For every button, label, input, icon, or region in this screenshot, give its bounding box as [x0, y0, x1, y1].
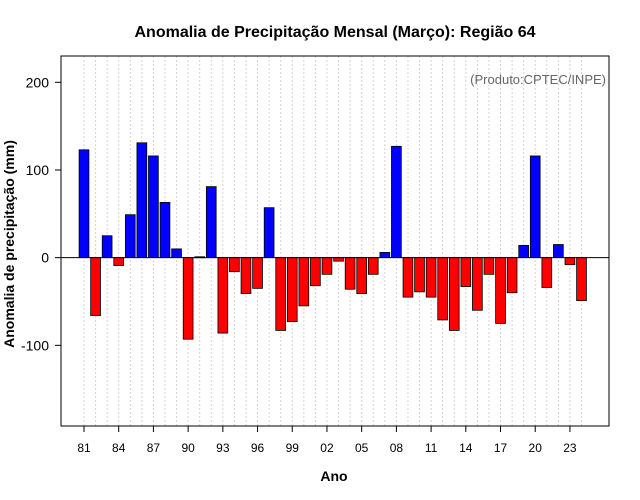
y-tick-label: 0	[41, 250, 49, 266]
x-tick-label: 17	[494, 441, 508, 455]
bar-1986	[136, 142, 148, 259]
bar-1997	[263, 207, 275, 259]
y-tick-label: 100	[26, 162, 50, 178]
x-tick-label: 84	[112, 441, 126, 455]
x-tick-label: 14	[459, 441, 473, 455]
bar-2012	[437, 257, 448, 321]
bar-2003	[333, 257, 344, 262]
bar-1995	[240, 257, 252, 295]
bar-2016	[483, 257, 495, 275]
bar-1985	[124, 214, 136, 259]
y-axis-label: Anomalia de precipitação (mm)	[1, 140, 17, 348]
x-tick-label: 90	[181, 441, 195, 455]
bar-1984	[113, 257, 125, 266]
grid-lines	[83, 56, 583, 426]
x-tick-label: 81	[77, 441, 91, 455]
x-axis-label: Ano	[320, 468, 347, 484]
credit-text: (Produto:CPTEC/INPE)	[470, 72, 606, 87]
bar-2019	[518, 244, 529, 259]
bar-2011	[425, 257, 437, 298]
chart-title: Anomalia de Precipitação Mensal (Março):…	[134, 24, 535, 41]
bar-1990	[182, 257, 194, 340]
plot-frame	[60, 55, 610, 427]
bar-2001	[310, 257, 321, 287]
bar-1999	[286, 257, 298, 323]
x-tick-label: 05	[355, 441, 369, 455]
bar-1988	[159, 202, 171, 259]
y-axis-ticks: -100 0 100 200	[21, 74, 61, 353]
x-tick-label: 02	[320, 441, 334, 455]
bar-1982	[90, 257, 101, 316]
bar-2021	[541, 257, 553, 288]
bar-2002	[321, 257, 333, 275]
bar-1993	[217, 257, 229, 334]
bar-2007	[379, 251, 391, 259]
bar-2000	[298, 257, 310, 307]
y-tick-label: 200	[26, 74, 50, 90]
bar-2009	[402, 257, 414, 298]
y-tick-label: -100	[21, 337, 49, 353]
bar-1981	[78, 149, 90, 259]
bar-2014	[460, 257, 472, 287]
bar-2022	[553, 244, 564, 259]
bar-2010	[414, 257, 425, 293]
x-tick-label: 11	[425, 441, 438, 455]
bar-1983	[101, 235, 113, 259]
x-tick-label: 93	[216, 441, 230, 455]
x-tick-label: 23	[563, 441, 577, 455]
bars	[78, 142, 587, 340]
bar-2018	[506, 257, 518, 294]
bar-1992	[205, 186, 217, 259]
bar-1994	[229, 257, 240, 273]
x-tick-label: 08	[390, 441, 404, 455]
bar-2020	[529, 155, 541, 259]
bar-1987	[148, 155, 159, 259]
x-tick-label: 20	[529, 441, 543, 455]
x-axis-ticks: 81 84 87 90 93 96 99 02 05 08 11 14 17 20 23	[77, 426, 577, 455]
bar-1996	[252, 257, 263, 289]
x-tick-label: 96	[251, 441, 265, 455]
bar-2004	[344, 257, 356, 290]
bar-2023	[564, 257, 576, 266]
bar-2008	[391, 145, 402, 259]
x-tick-label: 87	[147, 441, 161, 455]
bar-2017	[495, 257, 506, 324]
bar-2005	[356, 257, 367, 295]
bar-2013	[448, 257, 460, 331]
bar-2006	[367, 257, 379, 275]
bar-1989	[171, 248, 182, 259]
bar-2015	[472, 257, 483, 311]
bar-2024	[576, 257, 587, 302]
x-tick-label: 99	[286, 441, 300, 455]
bar-1998	[275, 257, 286, 331]
